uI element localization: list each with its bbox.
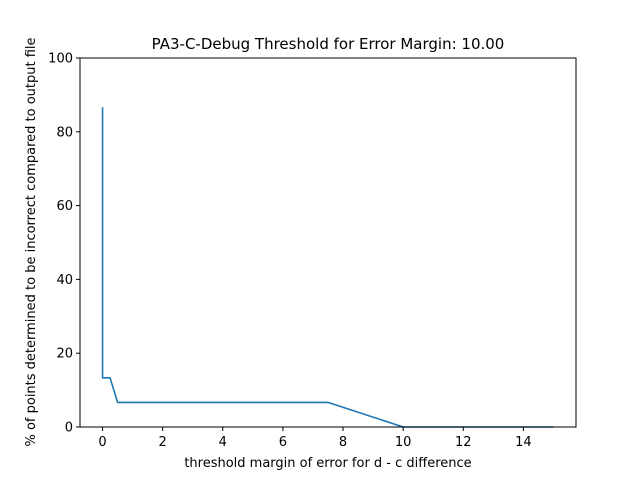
x-tick-label: 2 [159, 435, 167, 450]
y-axis: 0 20 40 60 80 100 [48, 52, 80, 436]
plot-area [101, 107, 554, 428]
x-tick-label: 0 [98, 435, 106, 450]
x-tick-label: 14 [515, 435, 532, 450]
x-axis-label: threshold margin of error for d - c diff… [184, 456, 471, 471]
y-tick-label: 40 [56, 273, 73, 288]
x-tick-label: 8 [339, 435, 347, 450]
y-tick-label: 60 [56, 199, 73, 214]
y-tick-label: 0 [65, 421, 73, 436]
y-tick-label: 20 [56, 347, 73, 362]
chart-title: PA3-C-Debug Threshold for Error Margin: … [152, 35, 505, 53]
x-tick-label: 12 [455, 435, 472, 450]
x-tick-label: 4 [219, 435, 227, 450]
x-tick-label: 10 [395, 435, 412, 450]
x-tick-label: 6 [279, 435, 287, 450]
y-tick-label: 100 [48, 52, 73, 67]
series-line-0 [101, 107, 554, 428]
y-tick-label: 80 [56, 125, 73, 140]
y-axis-label: % of points determined to be incorrect c… [24, 37, 39, 446]
axes-frame [79, 57, 577, 428]
x-axis: 0 2 4 6 8 10 12 14 [98, 427, 532, 450]
